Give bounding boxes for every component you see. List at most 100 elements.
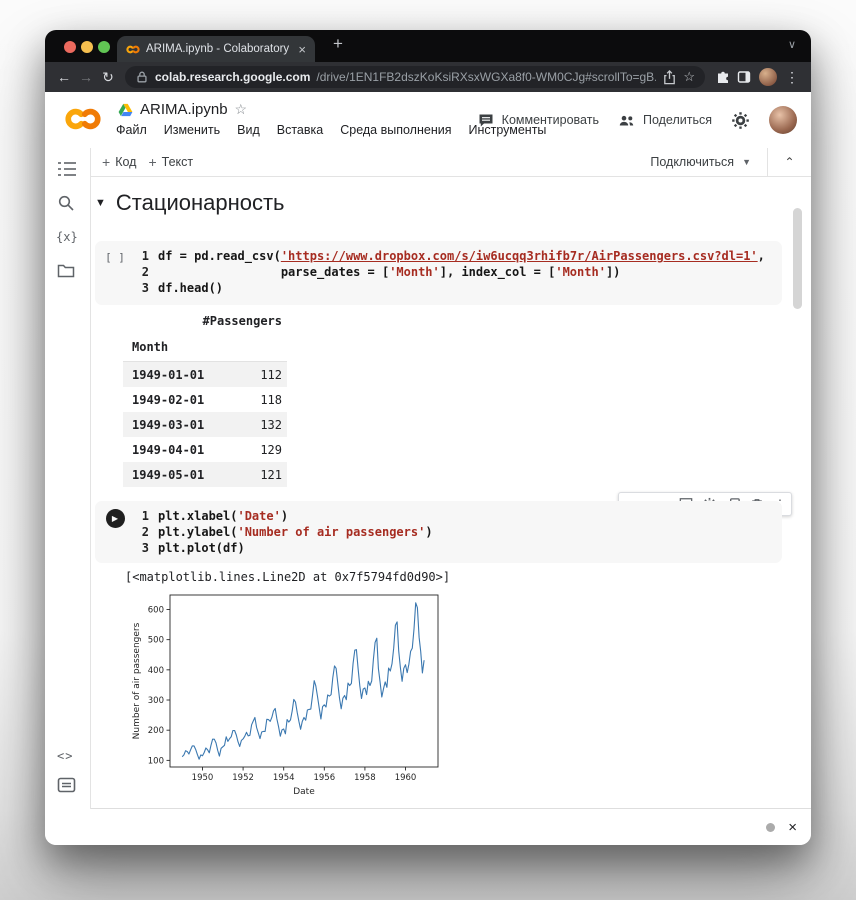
terminal-icon[interactable]	[57, 777, 76, 793]
add-code-label: Код	[115, 155, 137, 169]
notebook-title[interactable]: ARIMA.ipynb	[140, 101, 228, 118]
index-header: Month	[123, 337, 287, 362]
svg-text:100: 100	[148, 756, 164, 766]
extensions-puzzle-icon[interactable]	[711, 69, 733, 85]
tab-close-icon[interactable]: ×	[298, 41, 306, 57]
reload-button[interactable]: ↻	[102, 68, 114, 85]
search-icon[interactable]	[57, 194, 75, 212]
chart-line	[181, 602, 425, 760]
svg-text:1960: 1960	[395, 773, 417, 783]
svg-text:600: 600	[148, 605, 164, 615]
dataframe-output: #Passengers Month 1949-01-01 112 1949-02-0…	[123, 314, 287, 487]
people-icon	[619, 115, 634, 125]
code-line: 1 df = pd.read_csv('https://www.dropbox.c…	[141, 249, 765, 263]
comment-label: Комментировать	[501, 113, 599, 127]
code-cell-1[interactable]: [ ] 1 df = pd.read_csv('https://www.dropb…	[95, 241, 782, 305]
table-row: 1949-04-01 129	[132, 442, 282, 457]
back-button[interactable]: ←	[57, 69, 71, 85]
variables-icon[interactable]: {x}	[56, 230, 78, 244]
star-notebook-icon[interactable]: ☆	[234, 101, 248, 117]
side-panel-icon[interactable]	[733, 69, 755, 85]
run-cell-indicator[interactable]: [ ]	[105, 251, 125, 264]
menu-view[interactable]: Вид	[237, 123, 260, 137]
comment-icon	[479, 114, 493, 126]
share-page-icon[interactable]	[662, 69, 677, 85]
code-snippets-icon[interactable]: <>	[57, 749, 74, 763]
table-row: 1949-05-01 121	[123, 462, 287, 487]
status-dot	[766, 822, 776, 832]
drive-icon	[118, 103, 133, 116]
browser-window: ARIMA.ipynb - Colaboratory × + ∨ ← → ↻ c…	[45, 30, 811, 845]
notebook-toolbar: + Код + Текст Подключиться ▼ ⌃	[90, 148, 811, 177]
output-chart: 1950 1952 1954 1956 1958 1960 100 200 300 400 500 6…	[128, 589, 443, 804]
code-line: 2 plt.ylabel('Number of air passengers')	[141, 525, 433, 539]
url-path: /drive/1EN1FB2dszKoKsiRXsxWGXa8f0-WM0CJg…	[316, 70, 657, 84]
new-tab-button[interactable]: +	[333, 34, 343, 53]
colab-logo	[65, 108, 101, 130]
menu-edit[interactable]: Изменить	[163, 123, 221, 137]
menu-runtime[interactable]: Среда выполнения	[340, 123, 452, 137]
browser-navbar: ← → ↻ colab.research.google.com/drive/1E…	[45, 62, 811, 92]
browser-tab[interactable]: ARIMA.ipynb - Colaboratory ×	[117, 36, 315, 62]
table-row: 1949-01-01 112	[123, 362, 287, 387]
bottom-pane: ×	[45, 809, 811, 845]
close-pane-icon[interactable]: ×	[788, 818, 797, 836]
chart-xlabel: Date	[293, 787, 315, 797]
section-collapse-icon[interactable]: ▼	[95, 197, 106, 209]
svg-text:400: 400	[148, 666, 164, 676]
run-cell-button[interactable]: ▶	[105, 509, 125, 528]
svg-text:1958: 1958	[354, 773, 376, 783]
collapse-header-button[interactable]: ⌃	[767, 148, 811, 176]
svg-text:1950: 1950	[192, 773, 214, 783]
add-text-cell-button[interactable]: + Текст	[148, 154, 193, 170]
comment-button[interactable]: Комментировать	[478, 113, 599, 128]
code-line: 3 df.head()	[141, 281, 224, 295]
chart-ylabel: Number of air passengers	[132, 622, 142, 739]
settings-gear-icon[interactable]	[731, 111, 750, 130]
svg-text:200: 200	[148, 726, 164, 736]
url-bar[interactable]: colab.research.google.com/drive/1EN1FB2d…	[125, 66, 705, 88]
titlebar: ARIMA.ipynb - Colaboratory × + ∨	[45, 30, 811, 62]
browser-profile-avatar[interactable]	[759, 68, 777, 86]
window-minimize-button[interactable]	[81, 41, 93, 53]
share-label: Поделиться	[642, 113, 712, 127]
table-row: 1949-03-01 132	[123, 412, 287, 437]
table-of-contents-icon[interactable]	[57, 160, 77, 178]
forward-button[interactable]: →	[79, 69, 93, 85]
matplotlib-figure: 1950 1952 1954 1956 1958 1960 100 200 300 400 500 6…	[132, 594, 439, 797]
section-title: Стационарность	[115, 190, 285, 215]
window-close-button[interactable]	[64, 41, 76, 53]
connect-button[interactable]: Подключиться ▼	[634, 148, 767, 176]
connect-label: Подключиться	[650, 155, 735, 169]
notebook-content: ▼ Стационарность [ ] 1 df = pd.read_csv('…	[91, 178, 811, 809]
menu-file[interactable]: Файл	[116, 123, 147, 137]
page-scrollbar[interactable]	[793, 208, 802, 309]
share-button[interactable]: Поделиться	[618, 113, 712, 128]
colab-header: ARIMA.ipynb ☆ Файл Изменить Вид Вставка …	[45, 92, 811, 148]
column-header: #Passengers	[202, 314, 282, 328]
code-cell-2[interactable]: ▶ 1 plt.xlabel('Date') 2 plt.ylabel('Number…	[95, 501, 782, 563]
menu-insert[interactable]: Вставка	[276, 123, 324, 137]
lock-icon	[137, 71, 147, 83]
dataframe-body: 1949-01-01 112 1949-02-01 118 1949-03-01 132 1…	[123, 362, 287, 487]
left-sidebar: {x} <>	[45, 148, 91, 809]
section-heading: ▼ Стационарность	[95, 190, 285, 216]
cell-output-text: [<matplotlib.lines.Line2D at 0x7f5794fd0…	[125, 570, 451, 584]
window-zoom-button[interactable]	[98, 41, 110, 53]
files-folder-icon[interactable]	[57, 262, 75, 278]
code-cell-1-lines[interactable]: 1 df = pd.read_csv('https://www.dropbox.c…	[135, 241, 765, 305]
table-row: 1949-02-01 118	[132, 392, 282, 407]
bookmark-star-icon[interactable]: ☆	[683, 69, 695, 84]
menu-tools[interactable]: Инструменты	[468, 123, 547, 137]
svg-text:1956: 1956	[313, 773, 335, 783]
code-line: 3 plt.plot(df)	[141, 541, 245, 555]
url-host: colab.research.google.com	[155, 70, 311, 84]
browser-menu-icon[interactable]: ⋮	[785, 68, 799, 85]
colab-favicon	[126, 45, 140, 53]
add-code-cell-button[interactable]: + Код	[102, 154, 136, 170]
tab-search-chevron-icon[interactable]: ∨	[787, 39, 796, 51]
code-line: 2 parse_dates = ['Month'], index_col = […	[141, 265, 621, 279]
account-avatar[interactable]	[769, 106, 797, 134]
svg-text:300: 300	[148, 696, 164, 706]
code-cell-2-lines[interactable]: 1 plt.xlabel('Date') 2 plt.ylabel('Number o…	[135, 501, 433, 563]
